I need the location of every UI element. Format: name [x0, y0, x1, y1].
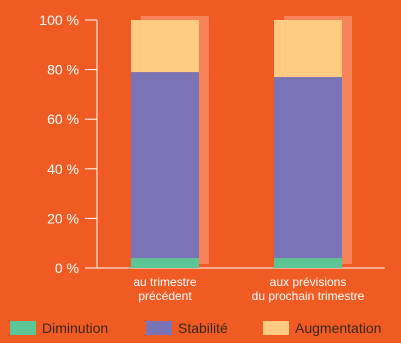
bar-segment-diminution-2 [274, 258, 342, 268]
y-tick-label: 0 % [55, 260, 79, 276]
legend: Diminution Stabilité Augmentation [10, 318, 400, 338]
x-tick-label: précédent [138, 289, 192, 303]
legend-swatch-diminution [10, 321, 36, 335]
legend-label-diminution: Diminution [42, 320, 109, 336]
y-tick-label: 100 % [39, 12, 79, 28]
bar-segment-stabilite-2 [274, 77, 342, 259]
legend-label-augmentation: Augmentation [295, 320, 382, 336]
y-tick-label: 40 % [47, 161, 79, 177]
x-tick-label: du prochain trimestre [252, 289, 365, 303]
bar-segment-augmentation-2 [274, 20, 342, 78]
legend-label-stabilite: Stabilité [178, 320, 228, 336]
legend-swatch-augmentation [263, 321, 289, 335]
bar-segment-augmentation-1 [131, 20, 199, 73]
bar-segment-stabilite-1 [131, 72, 199, 259]
x-tick-label: aux prévisions [270, 275, 347, 289]
bars [131, 16, 352, 268]
legend-swatch-stabilite [146, 321, 172, 335]
x-tick-label: au trimestre [133, 275, 197, 289]
y-tick-label: 80 % [47, 62, 79, 78]
y-tick-label: 60 % [47, 111, 79, 127]
bar-segment-diminution-1 [131, 258, 199, 268]
y-tick-label: 20 % [47, 210, 79, 226]
